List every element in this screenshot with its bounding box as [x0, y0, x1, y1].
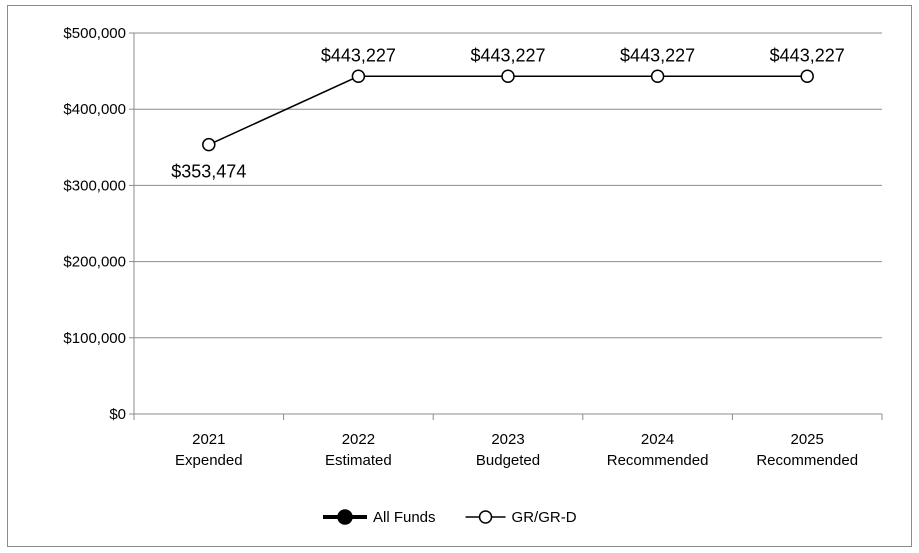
x-tick-label: 2025 Recommended: [756, 431, 858, 469]
y-tick-label: $400,000: [63, 101, 126, 118]
legend-label: GR/GR-D: [512, 509, 577, 526]
x-tick-label: 2022 Estimated: [325, 431, 392, 469]
x-tick-label: 2024 Recommended: [607, 431, 709, 469]
legend-marker: [478, 510, 493, 524]
data-point: [800, 69, 814, 84]
y-tick-label: $100,000: [63, 330, 126, 347]
data-point: [351, 69, 366, 84]
data-label: $443,227: [620, 45, 695, 65]
data-point: [501, 69, 515, 84]
data-label: $443,227: [770, 45, 845, 65]
data-label: $443,227: [321, 45, 396, 65]
data-point: [650, 69, 665, 84]
x-tick-label: 2021 Expended: [175, 431, 243, 469]
series-line: [208, 75, 808, 146]
chart-area: [7, 5, 912, 547]
y-tick-label: $200,000: [63, 254, 126, 271]
data-label: $353,474: [171, 162, 246, 182]
y-tick-label: $0: [109, 406, 126, 423]
y-tick-label: $300,000: [63, 177, 126, 194]
y-tick-label: $500,000: [63, 25, 126, 42]
legend-marker: [337, 509, 353, 525]
data-label: $443,227: [470, 45, 545, 65]
data-point: [202, 137, 216, 152]
x-tick-label: 2023 Budgeted: [476, 431, 540, 469]
legend-label: All Funds: [373, 509, 436, 526]
